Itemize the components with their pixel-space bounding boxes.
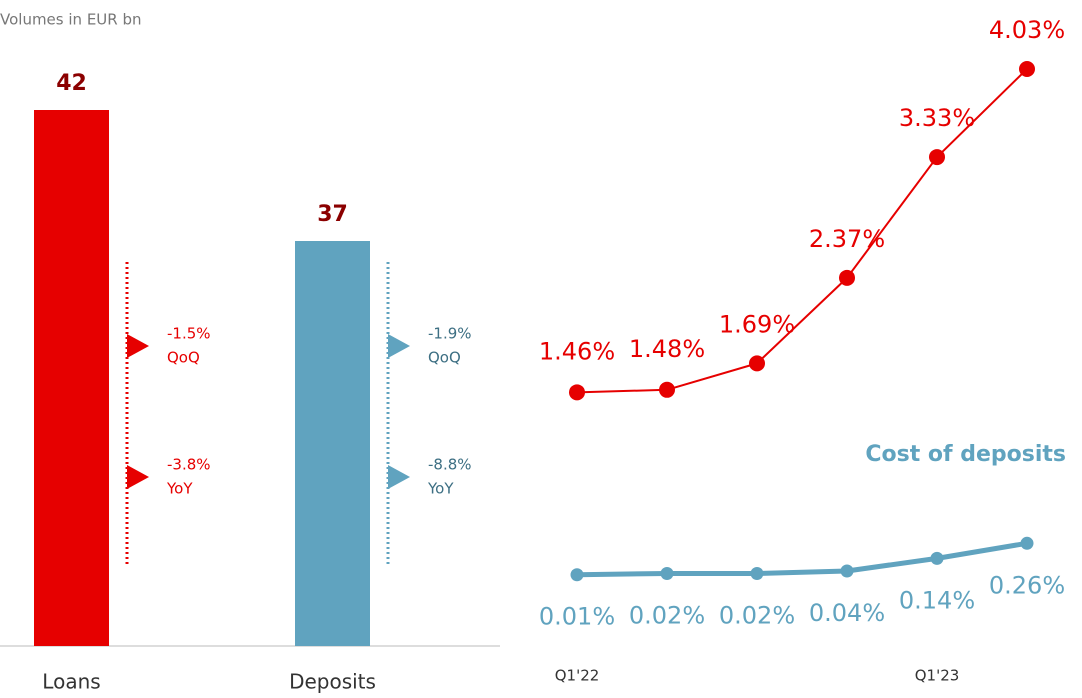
value-label: 0.04%	[809, 599, 885, 627]
value-label: 1.48%	[629, 335, 705, 363]
x-tick-label: Q1'23	[915, 667, 960, 685]
annotation-period: YoY	[166, 480, 193, 498]
value-label: 3.33%	[899, 104, 975, 132]
point	[930, 551, 944, 565]
point	[659, 381, 675, 398]
point	[750, 566, 764, 580]
point	[1020, 536, 1034, 550]
point	[749, 355, 765, 372]
bar	[295, 241, 370, 646]
point	[569, 384, 585, 401]
point	[570, 568, 584, 582]
annotation-period: QoQ	[167, 349, 200, 367]
x-tick-label: Deposits	[289, 670, 376, 694]
arrow	[127, 465, 149, 489]
value-label: 0.26%	[989, 571, 1065, 599]
point	[1019, 61, 1035, 77]
annotation-period: QoQ	[428, 349, 461, 367]
arrow	[388, 334, 410, 358]
value-label: 0.01%	[539, 603, 615, 631]
point	[660, 566, 674, 580]
annotation-change: -1.9%	[428, 325, 472, 343]
series-line	[576, 68, 1028, 394]
value-label: 37	[317, 202, 348, 227]
bar	[34, 110, 109, 646]
value-label: 0.14%	[899, 586, 975, 614]
value-label: 2.37%	[809, 225, 885, 253]
value-label: 0.02%	[629, 601, 705, 629]
point	[839, 269, 855, 286]
chart-subtitle: Volumes in EUR bn	[0, 11, 142, 29]
annotation-change: -1.5%	[167, 325, 211, 343]
annotation-change: -3.8%	[167, 456, 211, 474]
annotation-change: -8.8%	[428, 456, 472, 474]
series-line	[576, 540, 1028, 578]
point	[840, 564, 854, 578]
point	[929, 149, 945, 166]
x-tick-label: Loans	[42, 670, 100, 694]
arrow	[388, 465, 410, 489]
value-label: 0.02%	[719, 601, 795, 629]
series-label: Cost of deposits	[865, 442, 1066, 467]
x-tick-label: Q1'22	[555, 667, 600, 685]
value-label: 1.46%	[539, 337, 615, 365]
arrow	[127, 334, 149, 358]
value-label: 4.03%	[989, 16, 1065, 44]
annotation-period: YoY	[427, 480, 454, 498]
value-label: 1.69%	[719, 310, 795, 338]
value-label: 42	[56, 71, 87, 96]
